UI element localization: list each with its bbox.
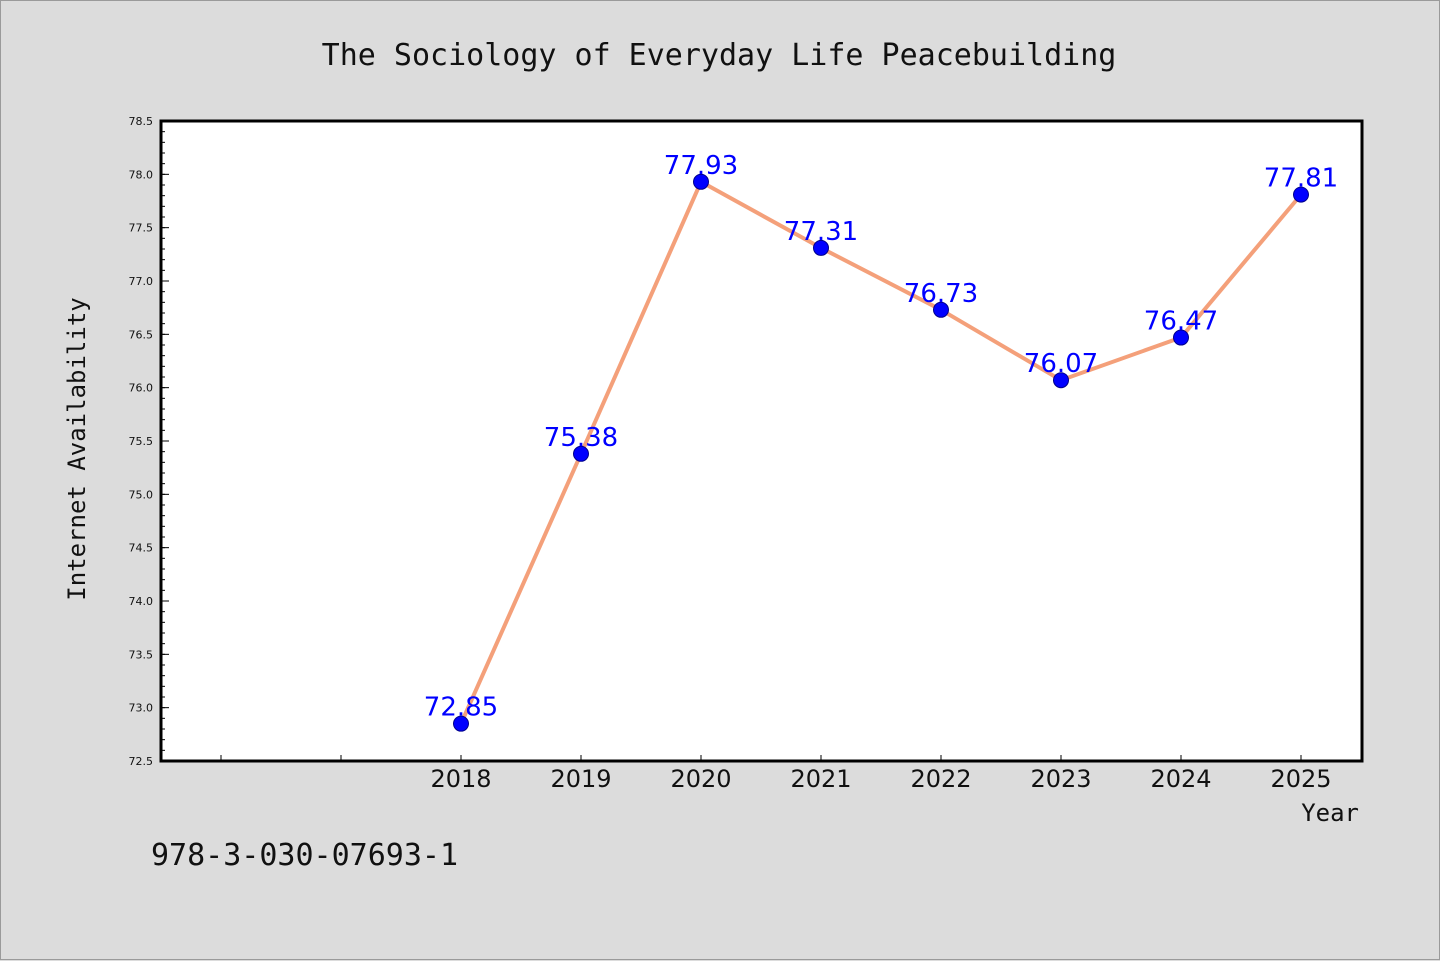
data-label: 76.47 (1144, 307, 1218, 337)
data-label: 75.38 (544, 423, 618, 453)
data-point (453, 715, 469, 732)
x-axis-ticks: 2018 2019 2020 2021 2022 2023 2024 2025 (220, 755, 1332, 793)
data-point (573, 445, 589, 462)
x-tick-label: 2023 (1030, 765, 1091, 793)
data-label: 76.07 (1024, 349, 1098, 379)
y-tick-label: 77.5 (129, 222, 154, 235)
y-tick-label: 78.0 (129, 168, 154, 181)
y-tick-label: 73.0 (129, 702, 154, 715)
data-point (693, 173, 709, 190)
data-label: 77.93 (664, 151, 738, 181)
series-line (459, 179, 1303, 726)
data-label: 76.73 (904, 279, 978, 309)
x-axis-title: Year (1301, 799, 1359, 827)
y-tick-label: 76.5 (129, 328, 154, 341)
data-label: 77.81 (1264, 164, 1338, 194)
y-tick-label: 75.0 (129, 488, 154, 501)
y-tick-label: 74.0 (129, 595, 154, 608)
y-tick-label: 72.5 (129, 755, 154, 768)
chart-title: The Sociology of Everyday Life Peacebuil… (322, 38, 1117, 73)
plot-border (159, 119, 1364, 763)
x-tick-label: 2022 (910, 765, 971, 793)
x-tick-label: 2025 (1270, 765, 1331, 793)
x-tick-label: 2024 (1150, 765, 1211, 793)
x-tick-label: 2019 (550, 765, 611, 793)
y-axis-ticks: 72.5 73.0 73.5 74.0 74.5 75.0 75.5 76.0 76.5 77.0… (129, 115, 169, 768)
data-label: 77.31 (784, 217, 858, 247)
data-point (1293, 186, 1309, 203)
data-label: 72.85 (424, 693, 498, 723)
y-axis-title: Internet Availability (63, 297, 91, 600)
y-tick-label: 76.0 (129, 382, 154, 395)
data-point (933, 301, 949, 318)
y-tick-label: 75.5 (129, 435, 154, 448)
y-tick-label: 77.0 (129, 275, 154, 288)
y-tick-label: 78.5 (129, 115, 154, 128)
data-point (1053, 372, 1069, 389)
x-tick-label: 2020 (670, 765, 731, 793)
isbn-text: 978-3-030-07693-1 (151, 838, 458, 873)
data-point (1173, 329, 1189, 346)
y-tick-label: 74.5 (129, 542, 154, 555)
plot-area (161, 121, 1362, 761)
y-tick-label: 73.5 (129, 648, 154, 661)
series-layer: 72.85 75.38 77.93 77.31 76.73 76.07 76.47 77.81 (424, 151, 1338, 732)
data-point (813, 239, 829, 256)
x-tick-label: 2021 (790, 765, 851, 793)
x-tick-label: 2018 (430, 765, 491, 793)
